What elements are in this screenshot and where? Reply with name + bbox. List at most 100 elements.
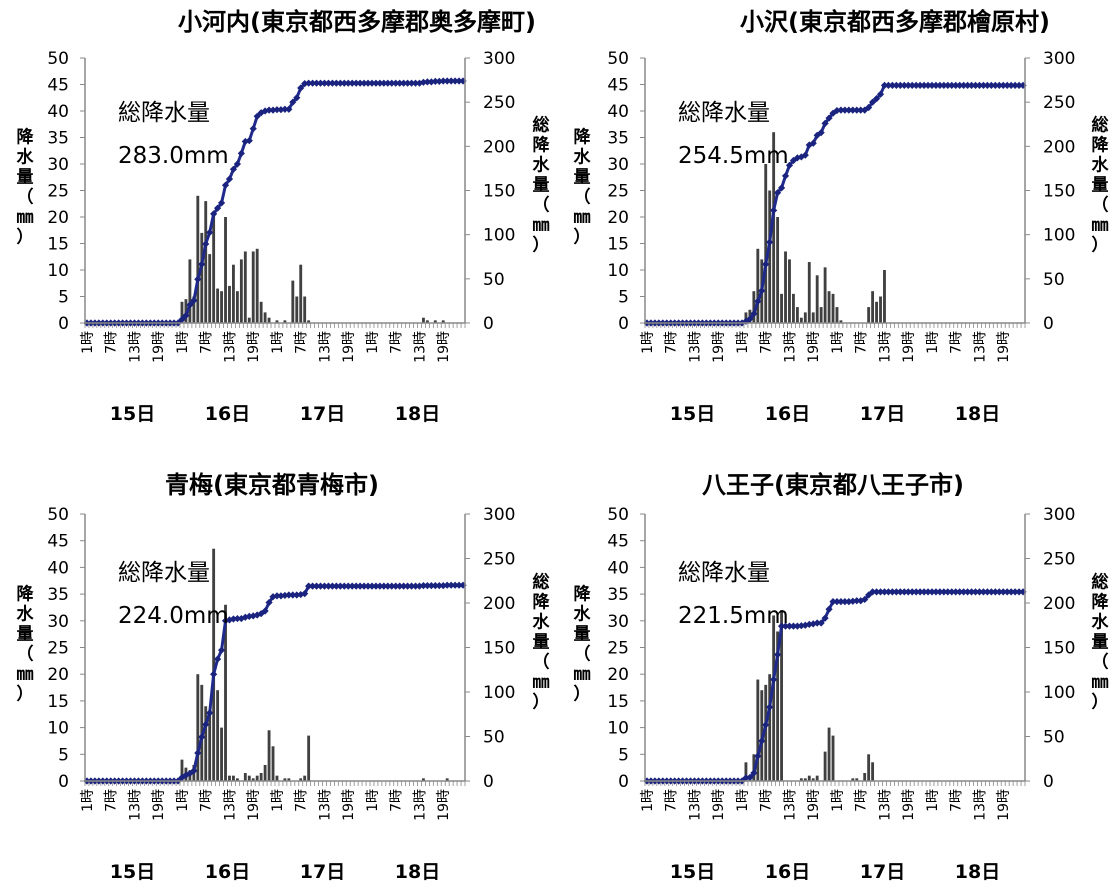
x-tick-label: 1時: [925, 789, 941, 812]
rain-bar: [255, 775, 259, 781]
rain-bar: [299, 778, 303, 781]
rain-bar: [247, 775, 251, 781]
rain-bar: [259, 772, 263, 781]
rain-bar: [780, 293, 783, 323]
cumulative-point: [872, 588, 881, 596]
cumulative-point: [261, 107, 269, 115]
cumulative-point: [435, 582, 443, 590]
right-tick-label: 200: [1043, 137, 1075, 157]
cumulative-point: [415, 79, 424, 87]
x-tick-label: 7時: [759, 789, 775, 812]
cumulative-point: [411, 582, 420, 590]
right-axis-label-char: 水: [533, 155, 551, 176]
cumulative-point: [249, 125, 257, 133]
cumulative-point: [876, 90, 885, 98]
cumulative-point: [202, 240, 210, 248]
cumulative-point: [400, 79, 408, 87]
x-tick-label: 19時: [806, 331, 822, 363]
cumulative-point: [443, 77, 451, 85]
cumulative-point: [1003, 81, 1011, 89]
day-label: 18日: [955, 403, 1000, 425]
chart-title: 八王子(東京都八王子市): [702, 471, 964, 499]
right-tick-label: 50: [1043, 270, 1065, 290]
left-tick-label: 20: [47, 208, 69, 228]
cumulative-point: [309, 582, 317, 590]
cumulative-point: [869, 588, 877, 596]
cumulative-point: [979, 588, 988, 596]
rain-bar: [307, 320, 311, 323]
x-tick-label: 13時: [972, 331, 988, 363]
cumulative-point: [316, 79, 325, 87]
cumulative-point: [845, 598, 853, 606]
right-tick-label: 0: [1043, 772, 1054, 792]
cumulative-point: [766, 238, 774, 246]
left-axis-label-char: 量: [574, 167, 591, 188]
right-tick-label: 100: [483, 683, 515, 703]
left-tick-label: 10: [47, 719, 69, 739]
cumulative-point: [987, 588, 995, 596]
x-tick-label: 7時: [664, 789, 680, 812]
cumulative-point: [182, 311, 190, 320]
cumulative-point: [884, 588, 893, 596]
x-tick-label: 19時: [436, 789, 452, 821]
cumulative-point: [285, 591, 293, 599]
rain-bar: [867, 754, 871, 781]
cumulative-point: [233, 160, 241, 168]
cumulative-point: [344, 582, 352, 590]
x-tick-label: 7時: [104, 331, 120, 354]
rain-bar: [823, 751, 827, 781]
cumulative-point: [451, 77, 459, 85]
cumulative-point: [762, 721, 770, 729]
cumulative-point: [837, 598, 845, 606]
x-tick-label: 13時: [877, 331, 893, 363]
right-tick-label: 0: [1043, 314, 1054, 334]
x-tick-label: 7時: [854, 789, 870, 812]
left-axis-label-char: 量: [17, 624, 34, 645]
cumulative-point: [332, 582, 340, 590]
cumulative-point: [956, 588, 964, 596]
left-tick-label: 25: [607, 639, 629, 659]
rain-bar: [271, 746, 275, 781]
day-label: 16日: [205, 861, 250, 883]
chart-1: 小河内(東京都西多摩郡奥多摩町) 0 5 10 15 20 25 30 35 40 45 50 0 50 1…: [17, 8, 551, 425]
rain-bar: [863, 772, 867, 781]
cumulative-point: [217, 199, 226, 207]
cumulative-point: [904, 588, 912, 596]
x-tick-label: 1時: [735, 789, 751, 812]
rain-bar: [768, 674, 772, 781]
cumulative-point: [833, 106, 841, 115]
cumulative-point: [289, 591, 297, 599]
rain-bar: [831, 293, 835, 323]
rain-bar: [291, 280, 295, 323]
rain-bar: [196, 195, 200, 323]
rain-bar: [803, 312, 807, 323]
rain-bar: [776, 217, 780, 323]
right-axis-label-char: ）: [1092, 692, 1109, 713]
right-axis-label: 総降水量（㎜）: [1092, 115, 1110, 256]
cumulative-point: [186, 301, 194, 309]
rain-bar: [243, 251, 247, 323]
right-axis-label-char: ）: [533, 692, 550, 713]
rain-bar: [259, 301, 263, 323]
x-tick-label: 19時: [151, 331, 167, 363]
cumulative-point: [400, 582, 408, 590]
right-axis-label-char: 量: [533, 632, 550, 653]
cumulative-point: [841, 598, 849, 606]
rain-bar: [208, 711, 212, 781]
x-tick-label: 1時: [735, 331, 751, 354]
right-axis-label-char: 量: [533, 175, 550, 196]
x-tick-label: 19時: [151, 789, 167, 821]
x-tick-label: 1時: [80, 331, 96, 354]
x-tick-label: 13時: [412, 789, 428, 821]
cumulative-point: [956, 81, 964, 89]
right-tick-label: 200: [1043, 594, 1075, 614]
left-tick-label: 25: [47, 639, 69, 659]
rain-bar: [184, 299, 188, 323]
rain-bar: [815, 275, 819, 323]
cumulative-point: [908, 81, 916, 89]
rain-bar: [295, 296, 299, 323]
left-tick-label: 0: [58, 772, 69, 792]
cumulative-point: [924, 588, 932, 596]
left-tick-label: 45: [607, 532, 629, 552]
cumulative-point: [404, 79, 412, 87]
